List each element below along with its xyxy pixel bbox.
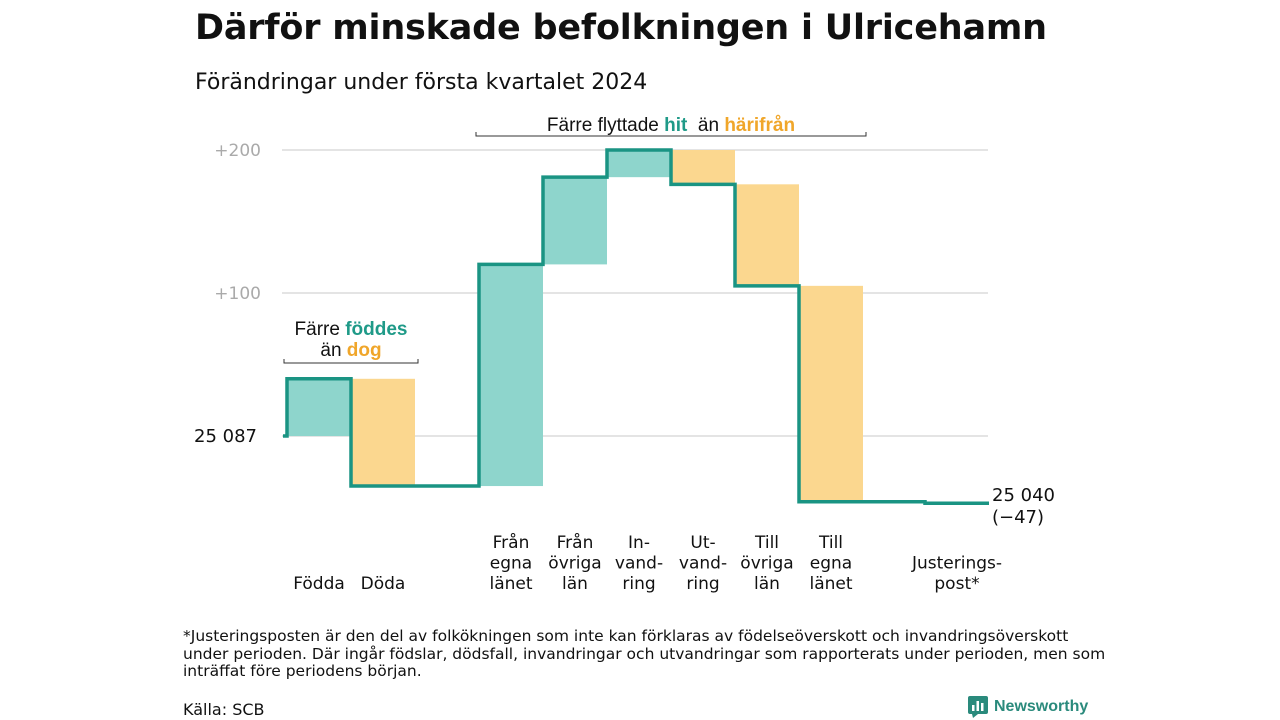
bar-6 bbox=[671, 150, 735, 185]
chart-title: Därför minskade befolkningen i Ulriceham… bbox=[195, 8, 1047, 48]
annotation-text: Färre föddes bbox=[295, 319, 408, 340]
y-tick-label: +200 bbox=[214, 141, 261, 161]
footnote: *Justeringsposten är den del av folkökni… bbox=[183, 627, 1106, 680]
cumulative-step-line bbox=[283, 148, 989, 505]
end-value-label: 25 040 bbox=[992, 485, 1055, 506]
newsworthy-logo-icon bbox=[968, 696, 988, 718]
bar-4 bbox=[543, 177, 607, 265]
start-value-label: 25 087 bbox=[194, 426, 257, 447]
bar-8 bbox=[799, 285, 863, 502]
waterfall-chart: +200 +100 Födda Döda Från egna länet Från övriga… bbox=[194, 115, 1055, 595]
bar-5 bbox=[607, 150, 671, 178]
chart-subtitle: Förändringar under första kvartalet 2024 bbox=[195, 70, 648, 95]
brand-name: Newsworthy bbox=[994, 698, 1089, 715]
bar-3 bbox=[479, 264, 543, 487]
y-tick-label: +100 bbox=[214, 284, 261, 304]
source-note: Källa: SCB bbox=[183, 700, 265, 719]
end-change-label: (−47) bbox=[992, 507, 1044, 528]
category-label: Födda bbox=[293, 574, 345, 594]
category-label: In-vand-ring bbox=[615, 533, 663, 594]
category-label: Från övriga län bbox=[548, 532, 601, 594]
category-label: Ut-vand-ring bbox=[679, 533, 727, 594]
category-label: Döda bbox=[361, 574, 406, 594]
brand-logo: Newsworthy bbox=[968, 696, 1088, 718]
annotation-bracket bbox=[475, 132, 867, 137]
annotation-text: Färre flyttade hit än härifrån bbox=[547, 115, 795, 136]
bar-1 bbox=[287, 378, 351, 436]
bar-7 bbox=[735, 184, 799, 286]
category-label: Till egna länet bbox=[809, 533, 852, 594]
annotation-text: än dog bbox=[320, 340, 381, 361]
category-label: Från egna länet bbox=[489, 532, 532, 594]
category-label: Till övriga län bbox=[740, 533, 793, 594]
annotation-bracket bbox=[283, 359, 419, 364]
bar-2 bbox=[351, 378, 415, 487]
category-label: Justerings-post* bbox=[911, 554, 1002, 595]
